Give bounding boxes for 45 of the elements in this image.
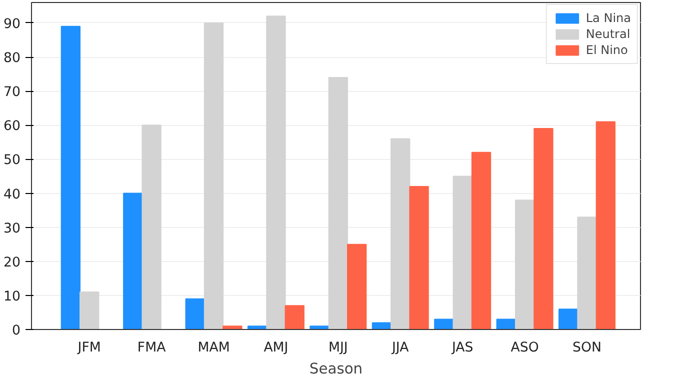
y-tick-label: 50 [4, 153, 21, 168]
bar [142, 124, 162, 330]
y-tick-label: 0 [12, 324, 21, 338]
x-tick-label: FMA [137, 340, 166, 356]
x-tick-label: JAS [450, 340, 474, 356]
bar [390, 138, 410, 330]
bar [185, 298, 205, 330]
x-tick-label: SON [572, 340, 602, 356]
y-tick-label: 60 [4, 119, 21, 134]
y-tick-label: 70 [4, 85, 21, 100]
y-tick-label: 20 [4, 255, 21, 270]
bar [452, 176, 472, 330]
y-tick-label: 30 [4, 221, 21, 236]
bar [409, 186, 429, 330]
bar [372, 322, 392, 330]
bar [60, 26, 81, 330]
bar [328, 76, 348, 330]
y-tick-label: 90 [4, 16, 21, 32]
x-tick-label: MAM [198, 340, 230, 356]
bar [471, 152, 492, 330]
bar [434, 318, 454, 330]
legend-label: La Nina [586, 11, 631, 25]
y-tick-label: 40 [4, 187, 21, 202]
y-tick-label: 10 [4, 289, 21, 304]
bar [123, 192, 143, 330]
bar [514, 200, 535, 330]
bar [534, 128, 554, 330]
bar [80, 292, 100, 330]
x-tick-label: MJJ [328, 340, 348, 356]
bar [577, 216, 597, 330]
x-tick-label: AMJ [264, 340, 288, 356]
x-tick-label: ASO [510, 340, 539, 356]
bar [558, 308, 578, 330]
bar [284, 305, 304, 330]
x-tick-label: JJA [391, 340, 409, 356]
y-tick-label: 80 [4, 51, 21, 66]
legend-label: Neutral [586, 27, 630, 41]
bar [347, 244, 367, 330]
x-axis-title: Season [309, 360, 363, 378]
legend-label: El Nino [586, 43, 628, 57]
x-tick-label: JFM [76, 340, 101, 356]
bar [222, 326, 242, 330]
bar [266, 16, 286, 330]
bar [204, 22, 224, 330]
bar [596, 121, 616, 330]
